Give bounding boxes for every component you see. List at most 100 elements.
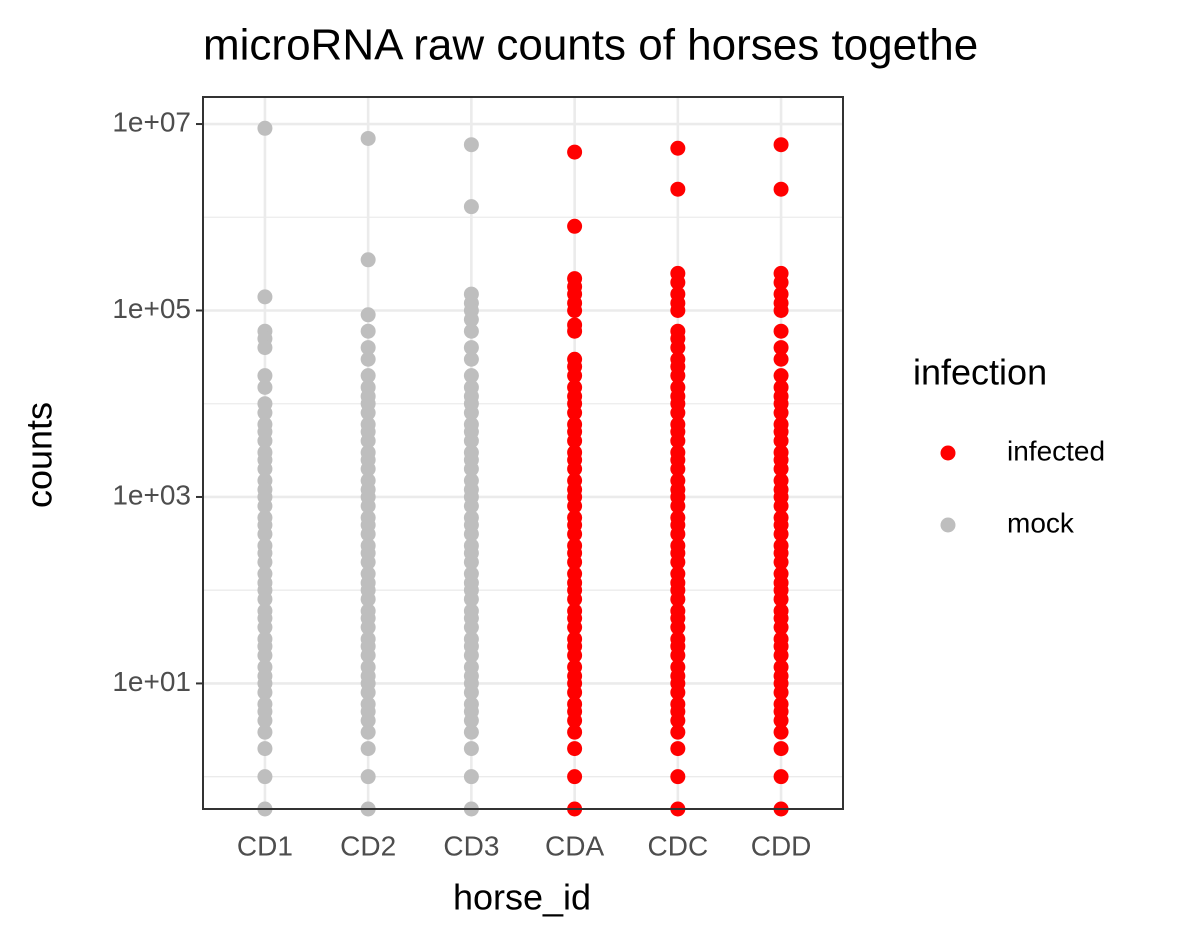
legend-label: infected [1007, 435, 1105, 466]
legend-marker [940, 517, 956, 533]
chart-title: microRNA raw counts of horses togethe [203, 21, 978, 70]
point [567, 368, 583, 384]
panel-border [202, 96, 844, 810]
x-tick-label: CD1 [237, 830, 293, 861]
point [463, 323, 479, 339]
legend-marker [940, 445, 956, 461]
point [257, 724, 273, 740]
point [567, 218, 583, 234]
point [257, 647, 273, 663]
y-tick-label: 1e+01 [112, 666, 191, 697]
point [567, 684, 583, 700]
point [567, 647, 583, 663]
legend-label: mock [1007, 507, 1075, 538]
point [670, 181, 686, 197]
legend-title: infection [913, 352, 1047, 393]
point [360, 433, 376, 449]
point [360, 554, 376, 570]
point [257, 741, 273, 757]
point [773, 433, 789, 449]
point [773, 274, 789, 290]
point [360, 252, 376, 268]
point [773, 323, 789, 339]
point [360, 591, 376, 607]
point [463, 433, 479, 449]
point [773, 684, 789, 700]
point [257, 554, 273, 570]
point [670, 140, 686, 156]
point [773, 619, 789, 635]
point [257, 379, 273, 395]
point [463, 368, 479, 384]
x-tick-label: CDA [545, 830, 604, 861]
point [360, 307, 376, 323]
point [567, 591, 583, 607]
point [360, 741, 376, 757]
point [463, 619, 479, 635]
point [360, 323, 376, 339]
point [773, 461, 789, 477]
point [670, 647, 686, 663]
point [257, 120, 273, 136]
point [670, 769, 686, 785]
point [257, 433, 273, 449]
point [463, 769, 479, 785]
point [773, 741, 789, 757]
point [463, 591, 479, 607]
x-tick-label: CD3 [443, 830, 499, 861]
point [773, 498, 789, 514]
point [257, 289, 273, 305]
point [257, 340, 273, 356]
point [360, 526, 376, 542]
point [567, 303, 583, 319]
point [670, 591, 686, 607]
point [463, 461, 479, 477]
point [670, 619, 686, 635]
point [257, 769, 273, 785]
point [463, 647, 479, 663]
point [257, 619, 273, 635]
point [773, 181, 789, 197]
point [257, 591, 273, 607]
point [567, 323, 583, 339]
point [257, 498, 273, 514]
y-tick-label: 1e+07 [112, 106, 191, 137]
point [360, 647, 376, 663]
x-axis-label: horse_id [453, 877, 591, 918]
point [567, 713, 583, 729]
point [463, 498, 479, 514]
point [360, 724, 376, 740]
x-tick-label: CD2 [340, 830, 396, 861]
point [360, 619, 376, 635]
point [773, 340, 789, 356]
x-tick-label: CDC [648, 830, 709, 861]
point [463, 405, 479, 421]
point [773, 137, 789, 153]
point [463, 684, 479, 700]
point [360, 368, 376, 384]
point [773, 769, 789, 785]
point [773, 368, 789, 384]
point [773, 405, 789, 421]
point [463, 526, 479, 542]
point [567, 741, 583, 757]
point [670, 526, 686, 542]
point [773, 724, 789, 740]
point [257, 713, 273, 729]
point [463, 199, 479, 215]
point [567, 526, 583, 542]
point [773, 303, 789, 319]
point [360, 498, 376, 514]
point [463, 741, 479, 757]
point [773, 554, 789, 570]
point [463, 137, 479, 153]
point [567, 769, 583, 785]
point [360, 713, 376, 729]
y-tick-label: 1e+03 [112, 479, 191, 510]
point [670, 303, 686, 319]
point [773, 647, 789, 663]
point [670, 498, 686, 514]
point [567, 554, 583, 570]
point [567, 433, 583, 449]
